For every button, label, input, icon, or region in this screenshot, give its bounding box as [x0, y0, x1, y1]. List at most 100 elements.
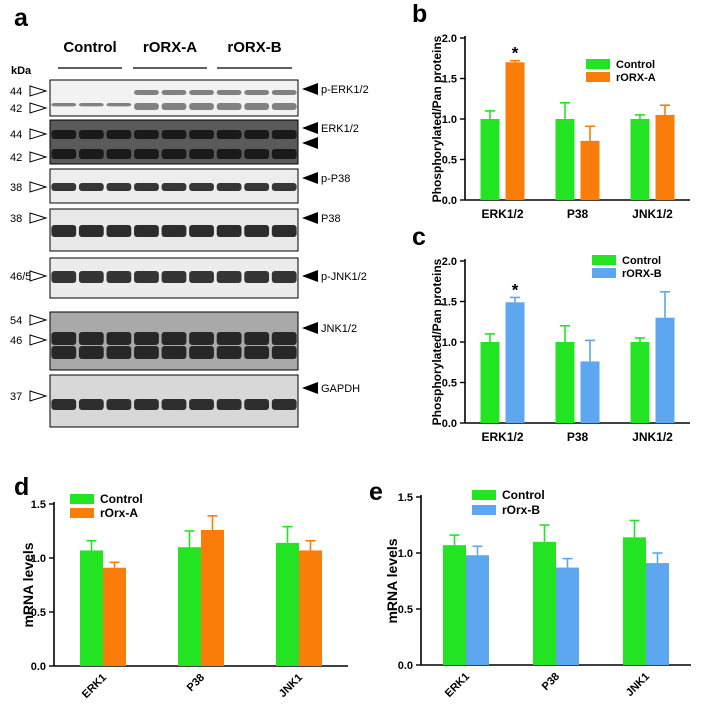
protein-label: p-ERK1/2	[321, 84, 369, 96]
blot-band	[244, 183, 270, 191]
significance-marker: *	[512, 44, 519, 63]
lane-group-label: rORX-A	[143, 39, 197, 56]
protein-arrow	[302, 122, 318, 134]
blot-band	[189, 332, 214, 345]
protein-arrow	[302, 382, 318, 394]
blot-band	[271, 183, 297, 191]
protein-label: GAPDH	[321, 383, 360, 395]
blot-band	[216, 90, 242, 95]
blot-band	[271, 103, 297, 110]
x-tick-label: P38	[540, 671, 562, 693]
blot-band	[134, 130, 159, 139]
blot-band	[161, 183, 187, 191]
blot-band	[189, 346, 214, 359]
blot-band	[189, 183, 214, 191]
blot-band	[271, 332, 297, 345]
marker-arrow	[29, 181, 48, 193]
blot-band	[51, 225, 77, 237]
blot-band	[271, 90, 297, 95]
marker-arrow	[29, 151, 48, 163]
blot-band	[51, 346, 77, 359]
bar	[555, 342, 575, 423]
blot-band	[244, 271, 270, 283]
legend-label: Control	[100, 492, 143, 506]
blot-band	[106, 130, 132, 139]
legend-swatch	[586, 59, 610, 69]
blot-band	[106, 346, 132, 359]
blot-band	[271, 225, 297, 237]
bar	[505, 302, 525, 423]
y-tick-label: 2.0	[442, 33, 457, 45]
panel-label-c: c	[412, 223, 426, 251]
blot-band	[134, 346, 159, 359]
panel-label-a: a	[14, 4, 29, 32]
blot-band	[189, 149, 214, 159]
panel-label-d: d	[14, 473, 29, 501]
bar	[443, 545, 466, 665]
x-tick-label: JNK1/2	[632, 207, 673, 221]
blot-band	[244, 332, 270, 345]
x-tick-label: P38	[185, 672, 207, 694]
blot-band	[189, 90, 214, 95]
marker-arrow	[29, 334, 48, 346]
bar	[103, 567, 126, 666]
bar	[533, 541, 556, 665]
protein-label: ERK1/2	[321, 123, 359, 135]
blot-band	[189, 399, 214, 410]
blot-band	[134, 149, 159, 159]
kda-marker: 44	[10, 86, 22, 98]
bar	[580, 361, 600, 423]
x-tick-label: JNK1	[277, 672, 305, 700]
blot-band	[78, 149, 104, 159]
marker-arrow	[29, 314, 48, 326]
legend-swatch	[592, 255, 616, 265]
blot-band	[189, 271, 214, 283]
blot-band	[78, 332, 104, 345]
bar	[505, 62, 525, 200]
blot-band	[189, 225, 214, 237]
blot-band	[78, 346, 104, 359]
blot-band	[134, 225, 159, 237]
y-tick-label: 0.5	[398, 604, 413, 616]
x-tick-label: P38	[567, 207, 589, 221]
legend-swatch	[70, 494, 94, 504]
bar	[655, 317, 675, 423]
blot-band	[271, 346, 297, 359]
x-tick-label: ERK1	[443, 671, 472, 700]
blot-band	[51, 130, 77, 139]
blot-band	[161, 149, 187, 159]
legend-swatch	[70, 508, 94, 518]
bar	[480, 119, 500, 200]
blot-band	[244, 149, 270, 159]
chart-d: 0.0 0.5 1.0 1.5 mRNA levels ERK1 P38 JNK1 Contro…	[20, 492, 348, 701]
blot-strip	[49, 79, 299, 117]
lane-group-label: rORX-B	[227, 39, 281, 56]
legend-swatch	[472, 490, 496, 500]
bar	[630, 119, 650, 200]
blot-band	[189, 130, 214, 139]
blot-band	[51, 332, 77, 345]
y-tick-label: 0.0	[442, 418, 457, 430]
blot-band	[216, 271, 242, 283]
protein-arrow	[302, 172, 318, 184]
blot-band	[189, 103, 214, 110]
blot-band	[134, 90, 159, 95]
legend-swatch	[592, 268, 616, 278]
marker-arrow	[29, 85, 48, 97]
blot-band	[51, 149, 77, 159]
protein-arrow	[302, 270, 318, 282]
blot-band	[161, 103, 187, 110]
blot-band	[271, 399, 297, 410]
blot-band	[216, 103, 242, 110]
kda-marker: 37	[10, 391, 22, 403]
blot-band	[271, 130, 297, 139]
y-tick-label: 1.5	[31, 499, 46, 511]
bar	[178, 547, 201, 666]
bar	[555, 119, 575, 200]
kda-marker: 42	[10, 103, 22, 115]
bar	[466, 555, 489, 665]
blot-band	[51, 399, 77, 410]
blot-band	[134, 332, 159, 345]
y-tick-label: 2.0	[442, 256, 457, 268]
